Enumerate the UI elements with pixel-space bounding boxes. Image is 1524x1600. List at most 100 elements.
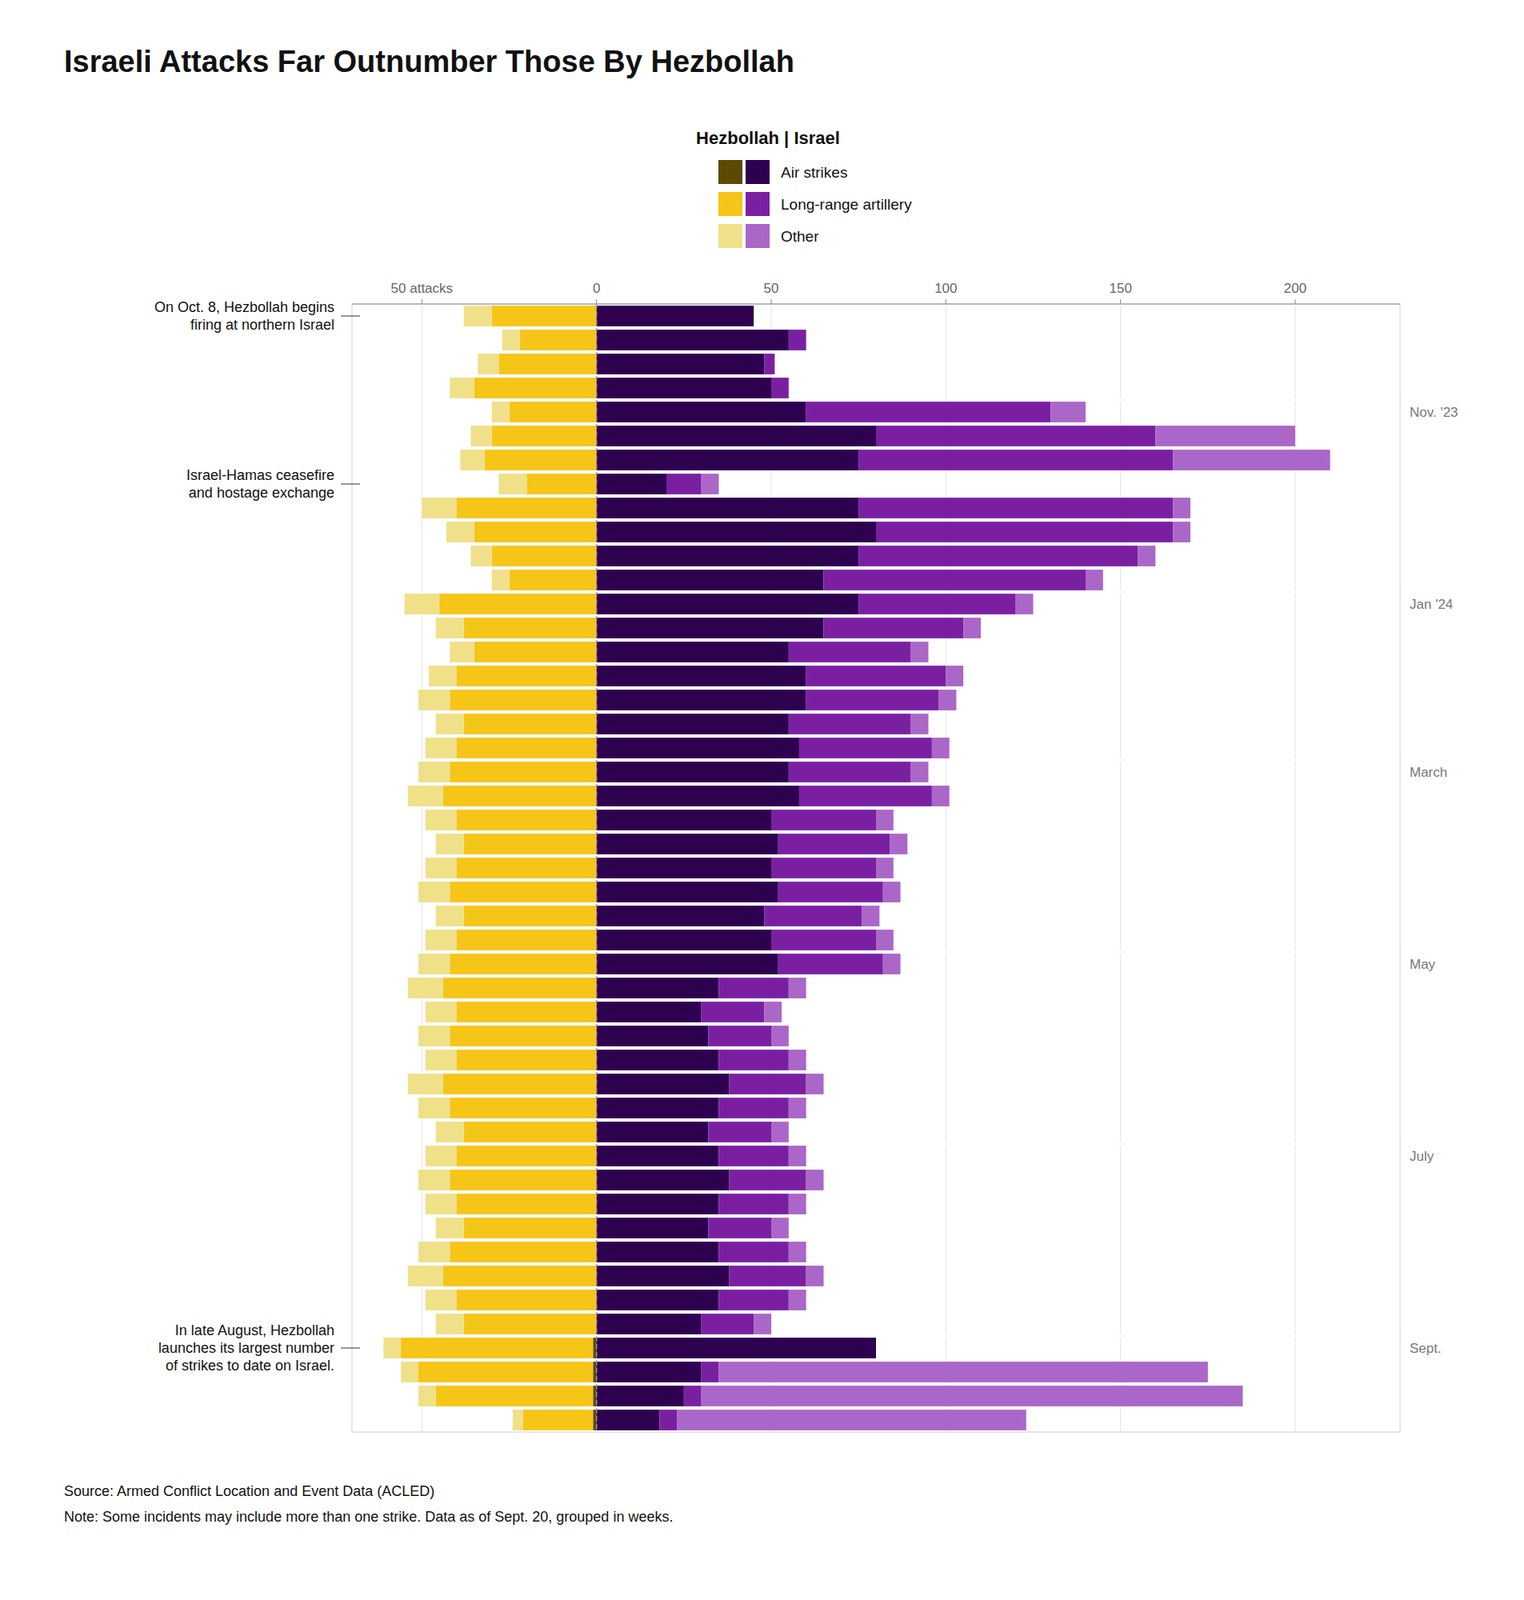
bar-segment [509,401,597,423]
bar-segment [719,1193,789,1215]
bar-segment [596,593,860,615]
bar-segment [596,1241,720,1263]
bar-segment [719,1145,789,1167]
bar-segment [456,1049,597,1071]
bar-segment [596,1313,702,1335]
bar-segment [425,1001,457,1023]
bar-segment [774,353,776,375]
bar-segment [708,1025,772,1047]
bar-segment [788,377,789,399]
bar-segment [456,929,597,951]
month-separator [596,951,1400,954]
category-label: May [1409,956,1436,972]
bar-segment [753,1313,772,1335]
tick-label: 200 [1284,280,1307,296]
bar-segment [806,1265,824,1287]
tick-label: 50 attacks [391,280,454,296]
bar-segment [596,1409,660,1431]
annotation-line: In late August, Hezbollah [175,1322,335,1339]
bar-segment [788,1097,807,1119]
source: Source: Armed Conflict Location and Even… [64,1483,435,1500]
bar-segment [456,1289,597,1311]
bar-segment [883,953,901,975]
bar-segment [596,569,824,591]
bar-segment [771,1121,789,1143]
bar-segment [771,377,789,399]
bar-segment [788,329,807,351]
month-separator [596,759,1400,762]
bar-segment [520,329,597,351]
bar-segment [425,929,457,951]
bar-segment [418,1169,450,1191]
bar-segment [788,977,807,999]
bar-segment [596,329,789,351]
bar-segment [418,1241,450,1263]
category-label: Jan '24 [1409,596,1453,612]
bar-segment [1155,425,1296,447]
bar-segment [596,449,860,471]
grid-line [1120,304,1121,1432]
title: Israeli Attacks Far Outnumber Those By H… [64,44,795,79]
bar-segment [446,521,475,543]
month-separator [596,591,1400,594]
bar-segment [418,1025,450,1047]
bar-segment [701,473,720,495]
legend-swatch [718,192,743,216]
bar-segment [596,545,860,567]
bar-segment [824,617,964,639]
legend-label: Air strikes [780,164,848,181]
bar-segment [719,977,789,999]
grid [421,304,1296,1432]
bar-segment [443,785,597,807]
bar-segment [676,1409,1027,1431]
bar-segment [596,809,772,831]
bar-segment [526,473,596,495]
bar-segment [708,1217,772,1239]
bar-segment [596,857,772,879]
bar-segment [596,953,779,975]
bar-segment [596,401,807,423]
bar-segment [771,809,876,831]
legend-label: Long-range artillery [780,196,912,213]
bar-segment [418,1361,593,1383]
bar-segment [729,1169,807,1191]
bar-segment [449,881,596,903]
bar-segment [436,833,464,855]
bars [383,305,1330,1431]
category-label: July [1409,1148,1435,1164]
bar-segment [596,1145,720,1167]
bar-segment [788,761,912,783]
subtitle: Hezbollah | Israel [696,128,840,148]
month-separator [596,1335,1400,1338]
bar-segment [778,833,891,855]
bar-segment [464,1121,597,1143]
bar-segment [596,353,765,375]
bar-segment [408,977,444,999]
bar-segment [596,377,772,399]
bar-segment [858,497,1173,519]
bar-segment [512,1409,524,1431]
bar-segment [443,1265,597,1287]
bar-segment [464,833,597,855]
bar-segment [889,833,908,855]
bar-segment [719,1049,789,1071]
bar-segment [858,545,1138,567]
bar-segment [596,497,860,519]
bar-segment [492,401,510,423]
zero-line [596,304,598,1432]
bar-segment [425,1193,457,1215]
bar-segment [596,665,807,687]
bar-segment [1050,401,1086,423]
bar-segment [596,1169,730,1191]
bar-segment [799,785,932,807]
bar-segment [425,1049,457,1071]
bar-segment [862,905,880,927]
annotation-line: and hostage exchange [188,484,335,501]
bar-segment [404,593,440,615]
annotation-line: firing at northern Israel [190,316,335,333]
bar-segment [456,1193,597,1215]
month-separator [596,1143,1400,1146]
bar-segment [764,905,862,927]
bar-segment [596,1265,730,1287]
bar-segment [596,1193,720,1215]
